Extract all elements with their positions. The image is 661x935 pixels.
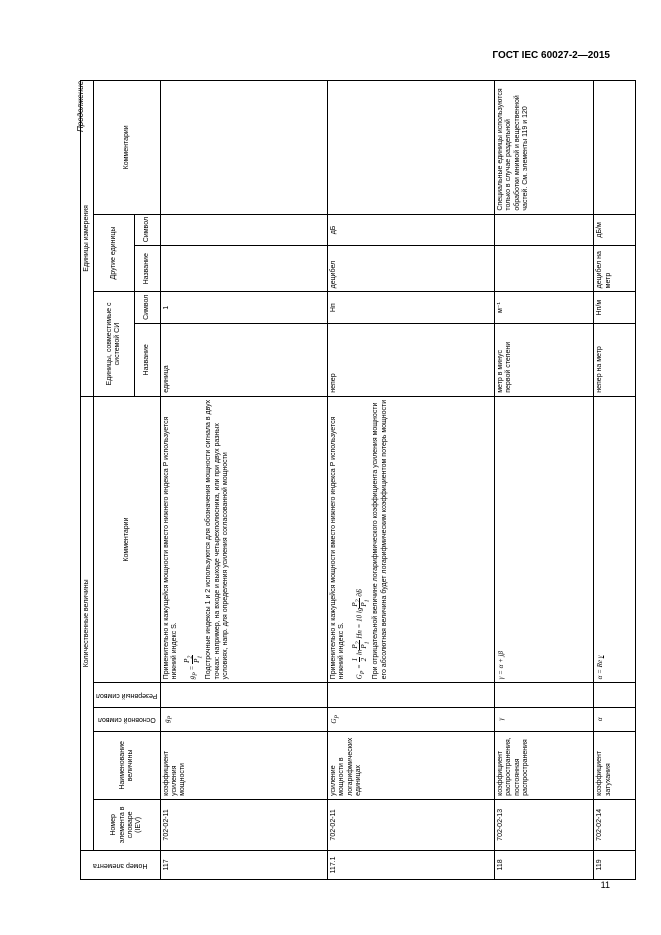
cell-iev: 702-02-13 xyxy=(494,799,593,850)
table-row: 119 702-02-14 коэффициент затухания α α … xyxy=(594,81,636,880)
cell-name: усиление мощности в логарифмических един… xyxy=(327,731,494,799)
cell-sym1: α xyxy=(594,707,636,731)
cell-sym2 xyxy=(494,683,593,707)
cell-ucomment xyxy=(594,81,636,215)
cell-sym1: GP xyxy=(327,707,494,731)
cell-ucomment xyxy=(160,81,327,215)
table-row: 118 702-02-13 коэффициент распространени… xyxy=(494,81,593,880)
cell-u2n: децибел xyxy=(327,246,494,292)
page-number: 11 xyxy=(601,880,610,890)
cell-iev: 702-02-11 xyxy=(160,799,327,850)
cell-u2n xyxy=(160,246,327,292)
hdr-u1sym: Символ xyxy=(135,292,160,324)
cell-num: 117 xyxy=(160,850,327,879)
cell-num: 117.1 xyxy=(327,850,494,879)
cell-u2s xyxy=(160,214,327,246)
cell-name: коэффициент распространения, постоянная … xyxy=(494,731,593,799)
cell-sym2 xyxy=(327,683,494,707)
cell-comment: Применительно к кажущейся мощности вмест… xyxy=(160,396,327,683)
cell-name: коэффициент усиления мощности xyxy=(160,731,327,799)
cell-iev: 702-02-11 xyxy=(327,799,494,850)
hdr-qty-group: Количественные величины xyxy=(81,396,94,850)
hdr-si-group: Единицы, совместимые с системой СИ xyxy=(94,292,135,396)
standards-table-container: Номер элемента Количественные величины Е… xyxy=(80,355,661,880)
hdr-name: Наименование величины xyxy=(94,731,160,799)
hdr-other-group: Другие единицы xyxy=(94,214,135,292)
cell-u1s: м⁻¹ xyxy=(494,292,593,324)
table-row: 117.1 702-02-11 усиление мощности в лога… xyxy=(327,81,494,880)
hdr-u2sym: Символ xyxy=(135,214,160,246)
cell-u2s: дБ xyxy=(327,214,494,246)
hdr-u2name: Название xyxy=(135,246,160,292)
cell-u1s: Нп/м xyxy=(594,292,636,324)
hdr-sym2: Резервный символ xyxy=(94,683,160,707)
cell-name: коэффициент затухания xyxy=(594,731,636,799)
cell-num: 119 xyxy=(594,850,636,879)
cell-u2n: децибел на метр xyxy=(594,246,636,292)
cell-u2s xyxy=(494,214,593,246)
cell-iev: 702-02-14 xyxy=(594,799,636,850)
cell-u1n: единица xyxy=(160,323,327,396)
table-row: 117 702-02-11 коэффициент усиления мощно… xyxy=(160,81,327,880)
cell-sym1: γ xyxy=(494,707,593,731)
hdr-sym1: Основной символ xyxy=(94,707,160,731)
cell-ucomment xyxy=(327,81,494,215)
header-row-1: Номер элемента Количественные величины Е… xyxy=(81,81,94,880)
hdr-iev: Номер элемента в словаре (IEV) xyxy=(94,799,160,850)
hdr-u1name: Название xyxy=(135,323,160,396)
cell-u2s: дБ/м xyxy=(594,214,636,246)
cell-comment: α = Re γ xyxy=(594,396,636,683)
document-header: ГОСТ IEC 60027-2—2015 xyxy=(492,50,610,61)
header-row-2: Номер элемента в словаре (IEV) Наименова… xyxy=(94,81,135,880)
cell-u1s: 1 xyxy=(160,292,327,324)
hdr-num: Номер элемента xyxy=(81,850,161,879)
hdr-ucomment: Комментарии xyxy=(94,81,160,215)
hdr-units-group: Единицы измерения xyxy=(81,81,94,397)
cell-num: 118 xyxy=(494,850,593,879)
cell-comment: Применительно к кажущейся мощности вмест… xyxy=(327,396,494,683)
cell-sym2 xyxy=(160,683,327,707)
cell-sym1: gP xyxy=(160,707,327,731)
standards-table: Номер элемента Количественные величины Е… xyxy=(80,80,636,880)
cell-ucomment: Специальные единицы используются только … xyxy=(494,81,593,215)
cell-u1n: непер xyxy=(327,323,494,396)
cell-u1s: Нп xyxy=(327,292,494,324)
cell-sym2 xyxy=(594,683,636,707)
hdr-comment: Комментарии xyxy=(94,396,160,683)
cell-u1n: метр в минус первой степени xyxy=(494,323,593,396)
cell-u2n xyxy=(494,246,593,292)
cell-comment: γ = α + jβ xyxy=(494,396,593,683)
cell-u1n: непер на метр xyxy=(594,323,636,396)
